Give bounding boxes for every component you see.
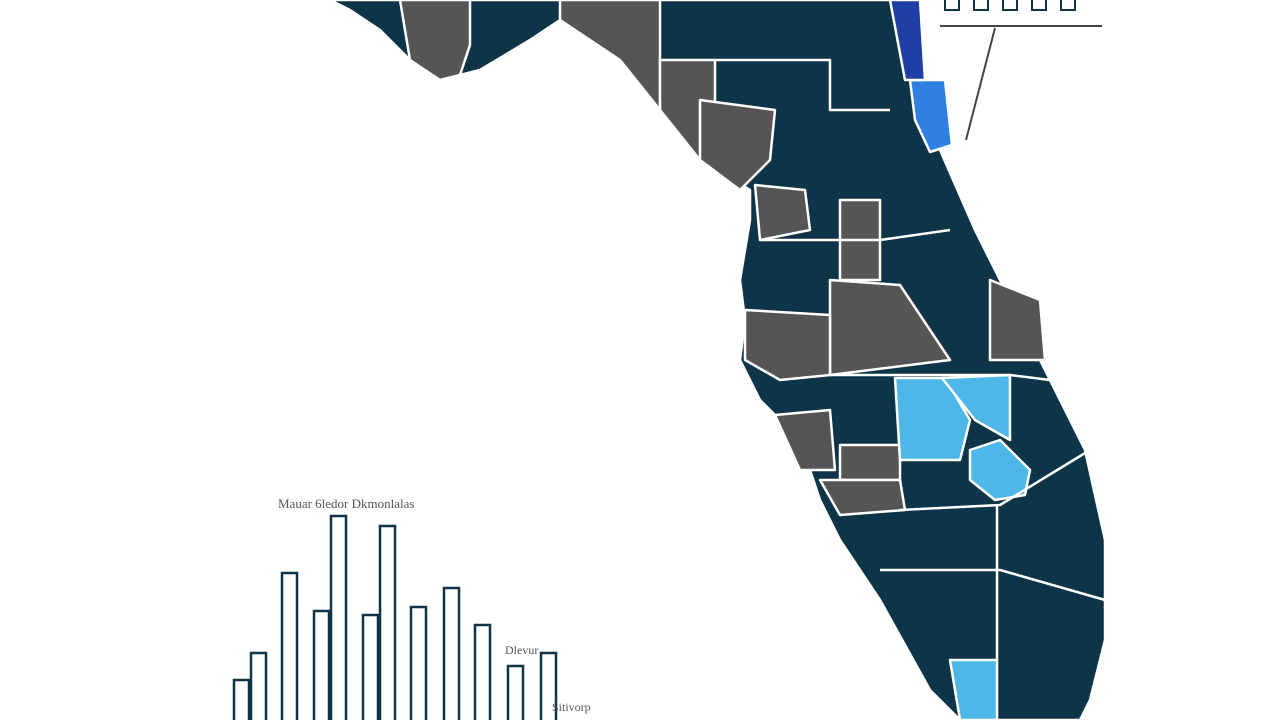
bar	[232, 678, 251, 720]
bar-chart	[232, 514, 558, 720]
county-line	[760, 228, 951, 242]
legend-box	[973, 0, 989, 11]
county-line	[899, 448, 1091, 512]
chart-title: Mauar 6ledor Dkmonlalas	[278, 496, 414, 511]
county[interactable]	[838, 443, 902, 482]
legend-box	[944, 0, 960, 11]
county-line	[880, 568, 1106, 602]
legend-box	[1002, 0, 1018, 11]
bar	[329, 514, 348, 720]
county[interactable]	[558, 0, 662, 112]
bar	[506, 664, 525, 720]
bar	[378, 524, 397, 720]
county[interactable]	[698, 98, 777, 192]
county[interactable]	[398, 0, 472, 82]
bar	[473, 623, 492, 720]
county[interactable]	[888, 0, 927, 82]
bar	[539, 651, 558, 720]
chart-label-2: Sitivorp	[552, 700, 591, 714]
county[interactable]	[753, 183, 812, 242]
county-line	[830, 373, 1051, 382]
county[interactable]	[773, 408, 837, 472]
county[interactable]	[893, 376, 972, 462]
legend-box	[1031, 0, 1047, 11]
bar	[280, 571, 299, 720]
bar	[249, 651, 268, 720]
legend	[940, 0, 1102, 141]
bar	[409, 605, 428, 720]
county[interactable]	[908, 78, 954, 154]
county-line	[715, 58, 890, 112]
county[interactable]	[743, 308, 832, 382]
legend-box	[1060, 0, 1076, 11]
bar	[361, 613, 380, 720]
bar	[442, 586, 461, 720]
county[interactable]	[968, 438, 1032, 502]
county[interactable]	[948, 658, 999, 720]
legend-leader-line	[965, 27, 996, 141]
bar	[312, 609, 331, 720]
chart-label-1: Dlevur	[505, 643, 538, 657]
county[interactable]	[988, 278, 1047, 362]
florida-county-map	[328, 0, 1107, 720]
